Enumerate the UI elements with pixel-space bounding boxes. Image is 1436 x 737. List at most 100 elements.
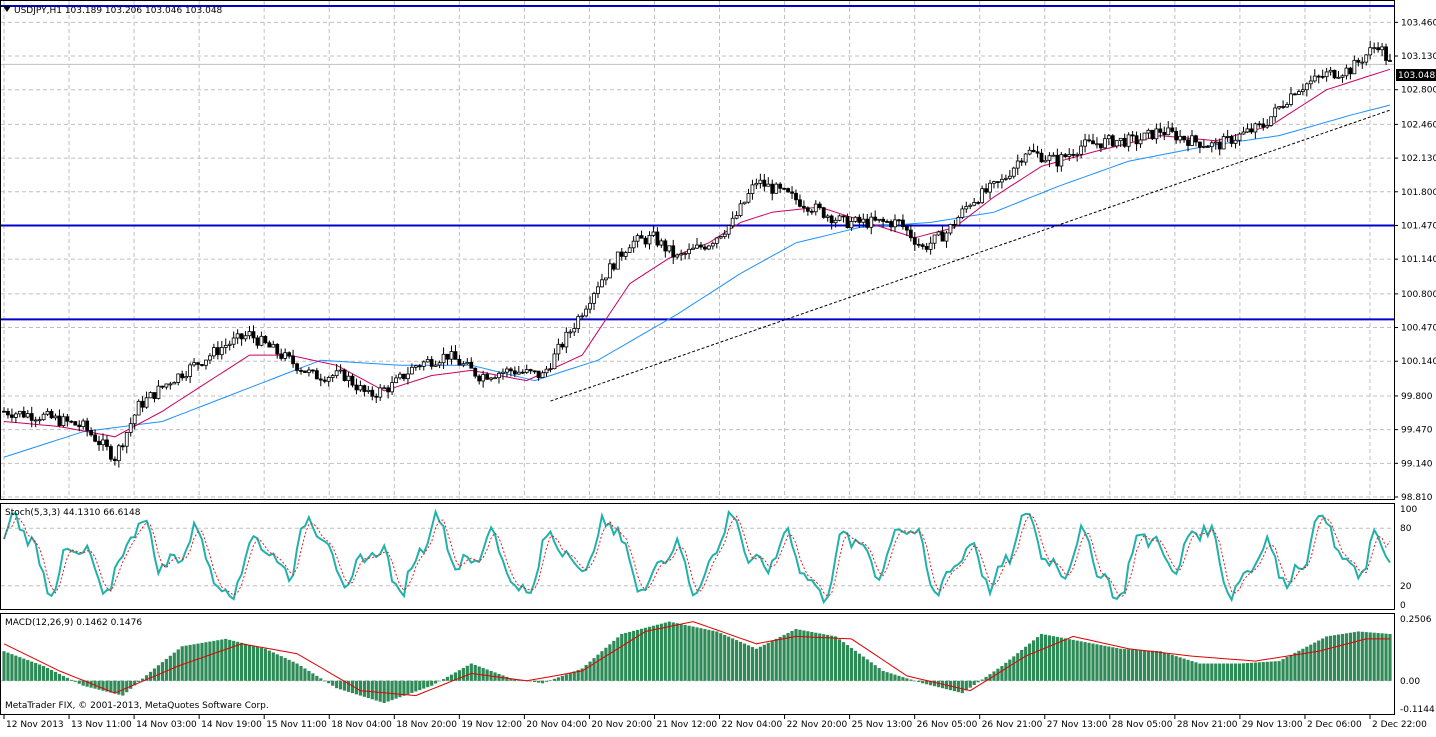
candle-body xyxy=(482,374,485,380)
candle-body xyxy=(335,371,338,376)
price-axis[interactable]: 103.460103.130102.800102.460102.130101.8… xyxy=(1394,18,1436,503)
time-tick-label: 26 Nov 05:00 xyxy=(917,720,978,730)
time-tick-label: 20 Nov 20:00 xyxy=(591,720,652,730)
price-tick-label: 99.800 xyxy=(1401,392,1433,402)
candle-body xyxy=(696,245,699,248)
candle-body xyxy=(719,237,722,238)
macd-histogram-bar xyxy=(97,681,100,690)
macd-histogram-bar xyxy=(885,672,888,681)
candle-body xyxy=(54,416,57,418)
candle-body xyxy=(1365,55,1368,62)
price-tick-label: 100.140 xyxy=(1401,357,1436,367)
candle-body xyxy=(882,219,885,221)
candle-body xyxy=(438,363,441,365)
time-tick-label: 29 Nov 13:00 xyxy=(1242,720,1303,730)
macd-histogram-bar xyxy=(953,681,956,691)
macd-histogram-bar xyxy=(830,636,833,681)
candle-body xyxy=(70,421,73,422)
macd-histogram-bar xyxy=(1099,645,1102,681)
candle-body xyxy=(62,417,65,426)
price-panel[interactable]: 103.460103.130102.800102.460102.130101.8… xyxy=(1,1,1436,504)
candle-body xyxy=(1377,48,1380,50)
macd-histogram-bar xyxy=(652,626,655,681)
candle-body xyxy=(632,241,635,248)
candle-body xyxy=(133,415,136,424)
candle-body xyxy=(1333,70,1336,78)
candle-body xyxy=(391,383,394,392)
candle-body xyxy=(466,362,469,363)
macd-histogram-bar xyxy=(850,648,853,681)
candle-body xyxy=(141,401,144,407)
candle-body xyxy=(410,367,413,374)
candle-body xyxy=(1163,132,1166,134)
macd-histogram-bar xyxy=(921,681,924,683)
macd-histogram-bar xyxy=(715,631,718,680)
candle-body xyxy=(949,224,952,233)
macd-histogram-bar xyxy=(957,681,960,692)
candle-body xyxy=(917,244,920,245)
candle-body xyxy=(149,393,152,398)
candle-body xyxy=(264,336,267,342)
candle-body xyxy=(339,370,342,371)
macd-histogram-bar xyxy=(771,641,774,681)
time-tick-label: 20 Nov 04:00 xyxy=(526,720,587,730)
candle-body xyxy=(256,338,259,345)
candle-body xyxy=(359,386,362,390)
horizontal-levels[interactable] xyxy=(1,6,1394,319)
time-tick-label: 15 Nov 11:00 xyxy=(266,720,327,730)
candle-body xyxy=(105,440,108,447)
candle-body xyxy=(129,424,132,433)
candle-body xyxy=(973,202,976,205)
macd-histogram-bar xyxy=(248,645,251,681)
macd-histogram-bar xyxy=(42,666,45,681)
candle-body xyxy=(1266,125,1269,127)
candle-body xyxy=(589,303,592,309)
candle-body xyxy=(1020,161,1023,162)
candle-body xyxy=(513,371,516,374)
macd-histogram-bar xyxy=(1206,664,1209,681)
candle-body xyxy=(1246,129,1249,132)
candle-body xyxy=(862,219,865,222)
macd-histogram-bar xyxy=(303,668,306,680)
candle-body xyxy=(664,241,667,251)
candle-body xyxy=(775,184,778,193)
candle-body xyxy=(1159,129,1162,132)
macd-histogram-bar xyxy=(767,643,770,681)
candlesticks xyxy=(3,41,1392,468)
macd-histogram-bar xyxy=(1250,663,1253,681)
candle-body xyxy=(656,232,659,245)
macd-histogram-bar xyxy=(474,665,477,681)
candle-body xyxy=(577,317,580,329)
candle-body xyxy=(272,344,275,347)
macd-histogram-bar xyxy=(466,666,469,681)
macd-histogram-bar xyxy=(161,662,164,681)
candle-body xyxy=(608,264,611,278)
candle-body xyxy=(1270,117,1273,126)
candle-body xyxy=(874,217,877,220)
macd-histogram-bar xyxy=(410,681,413,693)
macd-histogram-bar xyxy=(1087,643,1090,681)
candle-body xyxy=(327,377,330,381)
candle-body xyxy=(1127,135,1130,146)
candle-body xyxy=(969,205,972,206)
macd-histogram-bar xyxy=(2,651,5,681)
macd-histogram-bar xyxy=(430,681,433,686)
candle-body xyxy=(541,373,544,378)
time-tick-label: 25 Nov 13:00 xyxy=(852,720,913,730)
macd-histogram-bar xyxy=(751,647,754,681)
time-tick-label: 28 Nov 05:00 xyxy=(1112,720,1173,730)
candle-body xyxy=(224,345,227,347)
candle-body xyxy=(1222,137,1225,149)
macd-histogram-bar xyxy=(981,680,984,681)
candle-body xyxy=(731,218,734,225)
macd-histogram-bar xyxy=(284,658,287,681)
macd-histogram-bar xyxy=(137,681,140,682)
candle-body xyxy=(668,246,671,251)
stochastic-label: Stoch(5,3,3) 44.1310 66.6148 xyxy=(5,508,141,518)
candle-body xyxy=(402,374,405,378)
